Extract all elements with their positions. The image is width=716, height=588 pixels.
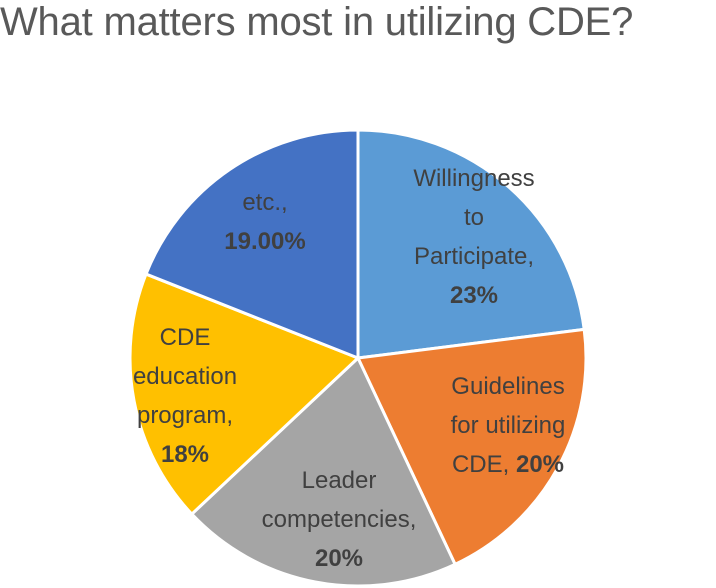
pie-label-text: CDE, bbox=[452, 451, 516, 478]
pie-slices bbox=[128, 128, 588, 588]
pie-slice-label-1: Willingness to Participate, 23% bbox=[413, 165, 534, 309]
pie-label-text: Leader bbox=[302, 467, 377, 494]
pie-label-text: Willingness bbox=[413, 165, 534, 192]
pie-slice-label-4: CDE education program, 18% bbox=[133, 324, 237, 468]
pie-slice-4 bbox=[128, 272, 360, 516]
pie-label-text: competencies, bbox=[262, 506, 417, 533]
pie-label-text: Participate, bbox=[414, 243, 534, 270]
pie-slice-2 bbox=[356, 327, 588, 566]
pie-label-text: program, bbox=[137, 402, 233, 429]
pie-label-text: CDE bbox=[160, 324, 211, 351]
pie-slice-3 bbox=[190, 356, 457, 588]
pie-slice-1 bbox=[356, 128, 586, 360]
pie-slice-label-2: Guidelines for utilizing CDE, 20% bbox=[451, 373, 566, 478]
pie-label-value: 20% bbox=[516, 451, 564, 478]
pie-label-text: for utilizing bbox=[451, 412, 566, 439]
pie-label-text: etc., bbox=[242, 189, 287, 216]
pie-label-value: 20% bbox=[315, 545, 363, 572]
pie-label-text: Guidelines bbox=[451, 373, 564, 400]
pie-labels: Willingness to Participate, 23% Guidelines fo… bbox=[133, 165, 565, 572]
pie-slice-label-3: Leader competencies, 20% bbox=[262, 467, 417, 572]
pie-label-value: 19.00% bbox=[224, 228, 305, 255]
pie-label-value: 18% bbox=[161, 441, 209, 468]
pie-label-text: education bbox=[133, 363, 237, 390]
pie-label-text: to bbox=[464, 204, 484, 231]
pie-slice-5 bbox=[144, 128, 360, 360]
chart-title: What matters most in utilizing CDE? bbox=[0, 0, 634, 44]
pie-label-value: 23% bbox=[450, 282, 498, 309]
pie-slice-label-5: etc., 19.00% bbox=[224, 189, 305, 255]
